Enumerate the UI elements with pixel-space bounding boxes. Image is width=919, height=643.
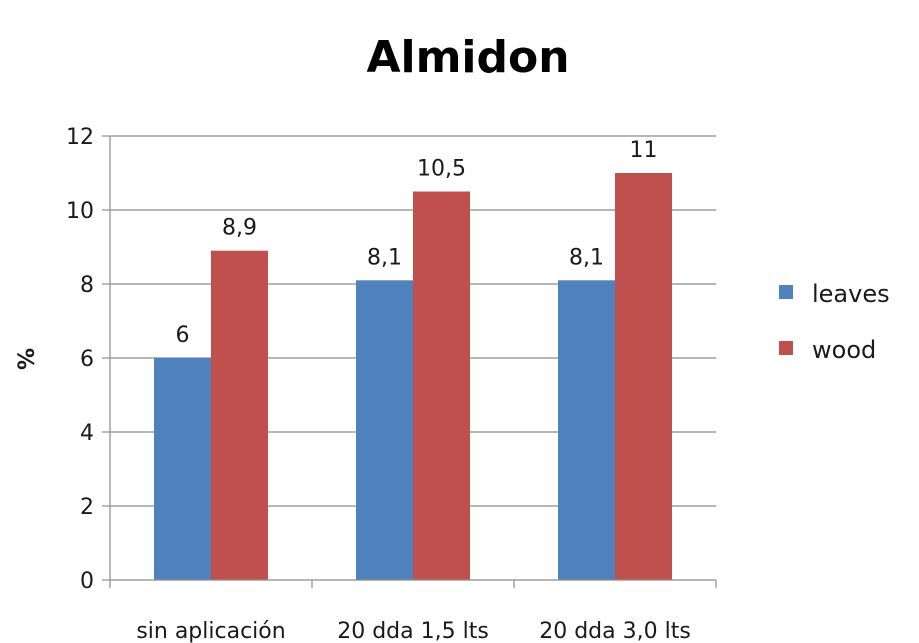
y-tick-label: 12 bbox=[66, 125, 94, 150]
data-label: 6 bbox=[176, 323, 190, 348]
bar-leaves bbox=[558, 280, 615, 580]
axes bbox=[102, 135, 717, 588]
bar-leaves bbox=[356, 280, 413, 580]
y-tick-label: 6 bbox=[80, 347, 94, 372]
data-label: 8,1 bbox=[569, 245, 604, 270]
y-tick-label: 10 bbox=[66, 199, 94, 224]
bars bbox=[154, 173, 672, 580]
bar-wood bbox=[413, 191, 470, 580]
x-category-label: 20 dda 3,0 lts bbox=[539, 619, 691, 643]
data-label: 10,5 bbox=[417, 157, 466, 182]
x-category-label: sin aplicación bbox=[136, 619, 285, 643]
y-tick-label: 0 bbox=[80, 569, 94, 594]
labels: 0 2 4 6 8 10 12 6 8,9 sin aplicación 8,1 10,5 20 dda… bbox=[66, 125, 691, 643]
data-label: 8,9 bbox=[222, 216, 257, 241]
data-label: 8,1 bbox=[367, 245, 402, 270]
y-axis-label: % bbox=[15, 348, 40, 370]
y-tick-label: 2 bbox=[80, 495, 94, 520]
data-label: 11 bbox=[630, 138, 658, 163]
bar-wood bbox=[211, 250, 268, 580]
legend-label-leaves: leaves bbox=[812, 280, 890, 308]
legend-swatch-wood bbox=[779, 341, 793, 355]
legend: leaves wood bbox=[779, 280, 890, 364]
legend-swatch-leaves bbox=[779, 285, 793, 299]
x-category-label: 20 dda 1,5 lts bbox=[337, 619, 489, 643]
y-tick-label: 4 bbox=[80, 421, 94, 446]
chart-title: Almidon bbox=[366, 32, 569, 83]
y-tick-label: 8 bbox=[80, 273, 94, 298]
bar-leaves bbox=[154, 358, 211, 580]
legend-label-wood: wood bbox=[812, 336, 876, 364]
bar-wood bbox=[615, 173, 672, 580]
